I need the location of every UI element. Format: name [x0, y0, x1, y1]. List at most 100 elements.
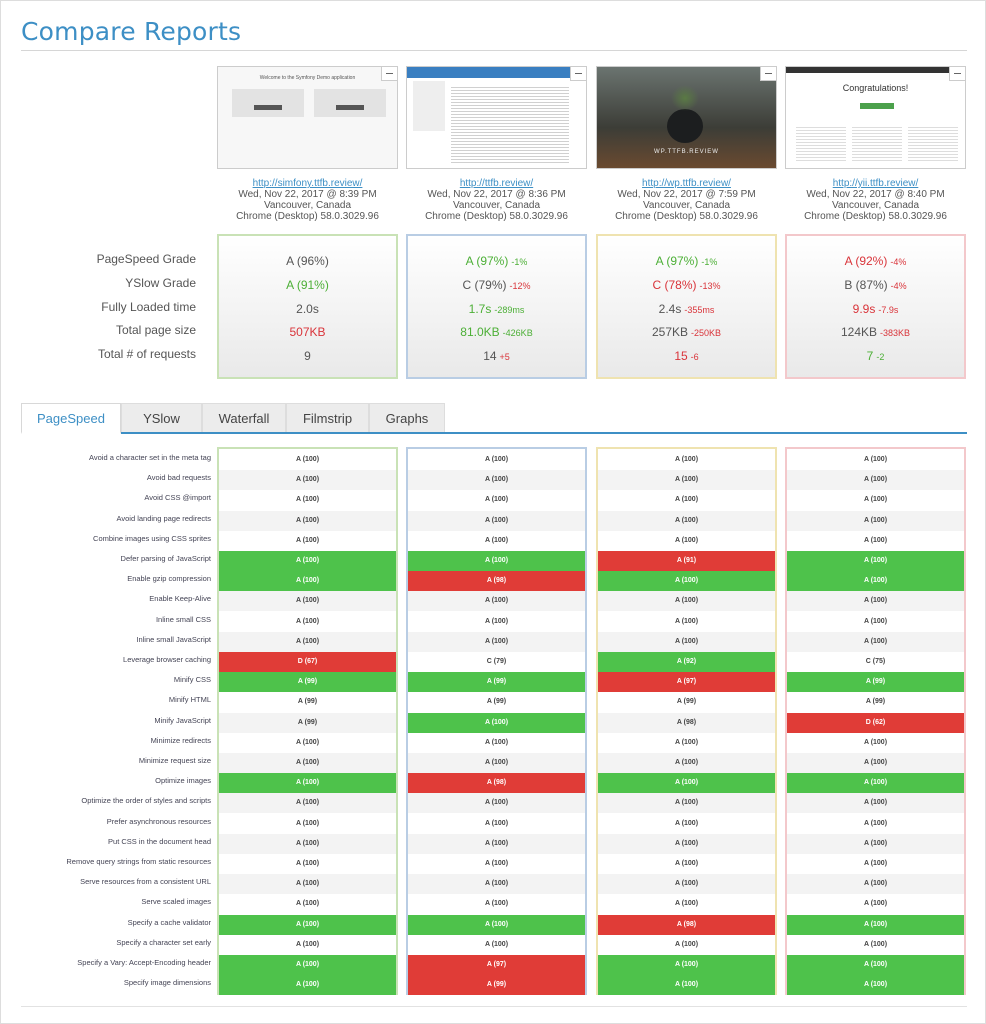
summary-value: 2.4s -355ms [598, 302, 775, 316]
metric-value: A (91%) [286, 278, 329, 292]
metric-value: A (97%) [465, 254, 509, 268]
metric-delta: -2 [876, 352, 885, 362]
report-thumbnail-4[interactable]: Congratulations! [785, 66, 966, 169]
tab-waterfall[interactable]: Waterfall [202, 403, 286, 432]
report-url-link[interactable]: http://yii.ttfb.review/ [832, 178, 919, 189]
rule-grade-cell: A (100) [295, 860, 320, 867]
rule-grade-cell: D (62) [787, 712, 964, 733]
metric-value: 1.7s [468, 302, 492, 316]
rule-label: Minify HTML [168, 695, 211, 705]
rule-label: Remove query strings from static resourc… [66, 857, 211, 866]
report-thumbnail-3[interactable]: WP.TTFB.REVIEW [596, 66, 777, 169]
metric-value: 507KB [289, 325, 326, 339]
rule-grade-cell: A (100) [295, 496, 320, 504]
title-divider [21, 50, 967, 51]
report-thumbnail-1[interactable]: Welcome to the Symfony Demo application [217, 66, 398, 169]
report-url-link[interactable]: http://wp.ttfb.review/ [642, 178, 731, 189]
rule-grade-cell: A (100) [863, 617, 888, 625]
rule-grade-cell: A (100) [408, 631, 585, 652]
rule-grade-cell: C (75) [865, 658, 886, 665]
tab-pagespeed[interactable]: PageSpeed [21, 403, 121, 434]
summary-value: A (97%) -1% [408, 254, 585, 268]
metric-value: A (97%) [655, 254, 699, 268]
rule-label: Optimize images [155, 776, 211, 786]
summary-box-1: A (96%) A (91%) 2.0s 507KB 9 [217, 234, 398, 379]
rule-grade-cell: A (99) [787, 672, 964, 693]
rule-grade-cell: A (98) [408, 571, 585, 592]
rule-grade-cell: A (100) [219, 510, 396, 531]
rule-label: Avoid a character set in the meta tag [88, 453, 211, 462]
rule-grade-cell: A (100) [219, 914, 396, 935]
rule-grade-cell: A (99) [408, 975, 585, 996]
tab-graphs[interactable]: Graphs [369, 403, 445, 432]
report-tabs: YSlow Waterfall Filmstrip Graphs PageSpe… [21, 403, 967, 434]
summary-value: B (87%) -4% [787, 278, 964, 292]
report-location: Vancouver, Canada [263, 200, 352, 211]
tab-yslow[interactable]: YSlow [121, 403, 202, 432]
rule-label: Specify a character set early [116, 937, 211, 947]
metric-value: C (79%) [462, 278, 507, 292]
rule-grade-cell: A (98) [408, 773, 585, 794]
rule-grade-cell: A (100) [787, 591, 964, 612]
rule-label: Enable Keep-Alive [149, 594, 211, 604]
rule-grade-cell: A (100) [219, 551, 396, 571]
metric-value: 9.9s [852, 302, 876, 316]
rule-grade-cell: A (100) [295, 900, 320, 908]
rule-grade-cell: A (100) [295, 617, 320, 625]
page-title: Compare Reports [21, 17, 242, 46]
rule-grade-cell: A (100) [219, 591, 396, 612]
rule-grade-cell: A (100) [219, 975, 396, 996]
rule-grade-cell: A (100) [787, 571, 964, 592]
rule-grade-cell: A (100) [598, 510, 775, 531]
rule-label: Enable gzip compression [127, 574, 211, 584]
rule-grade-cell: A (100) [408, 510, 585, 531]
rule-column-3: A (100) A (100) A (100) A (100) A (100) A (91… [596, 447, 777, 996]
rule-column-2: A (100) A (100) A (100) A (100) A (100) A (10… [406, 447, 587, 996]
summary-value: 15 -6 [598, 349, 775, 363]
rule-column-4: A (100) A (100) A (100) A (100) A (100) A (10… [785, 447, 966, 996]
report-thumbnail-2[interactable] [406, 66, 587, 169]
thumbnail-heading: WP.TTFB.REVIEW [654, 149, 719, 155]
metric-delta: -426KB [502, 328, 533, 338]
rule-grade-cell: A (100) [295, 819, 320, 827]
metric-delta: -383KB [880, 328, 911, 338]
summary-value: 81.0KB -426KB [408, 325, 585, 339]
rule-label: Put CSS in the document head [108, 836, 211, 846]
report-location: Vancouver, Canada [642, 200, 731, 211]
rule-grade-cell: A (100) [787, 753, 964, 773]
tab-filmstrip[interactable]: Filmstrip [286, 403, 369, 432]
metric-delta: -1% [701, 257, 718, 267]
report-date: Wed, Nov 22, 2017 @ 7:59 PM [617, 189, 756, 200]
report-url-link[interactable]: http://simfony.ttfb.review/ [252, 178, 363, 189]
rule-grade-cell: A (100) [863, 819, 888, 827]
rule-label: Serve resources from a consistent URL [80, 877, 211, 887]
summary-value: 257KB -250KB [598, 325, 775, 339]
report-date: Wed, Nov 22, 2017 @ 8:36 PM [427, 189, 566, 200]
collapse-icon[interactable] [949, 67, 965, 81]
metric-delta: -4% [890, 281, 907, 291]
summary-box-3: A (97%) -1% C (78%) -13% 2.4s -355ms 257KB -250… [596, 234, 777, 379]
rule-grade-cell: A (100) [674, 496, 699, 504]
rule-grade-cell: A (100) [598, 773, 775, 794]
rule-label: Minify CSS [173, 675, 211, 685]
report-url-link[interactable]: http://ttfb.review/ [459, 178, 534, 189]
report-meta-2: http://ttfb.review/ Wed, Nov 22, 2017 @ … [406, 178, 587, 222]
rule-grade-cell: A (100) [674, 900, 699, 908]
collapse-icon[interactable] [570, 67, 586, 81]
metric-delta: -1% [511, 257, 528, 267]
rule-label: Minify JavaScript [154, 715, 211, 725]
collapse-icon[interactable] [381, 67, 397, 81]
summary-value: 9 [219, 349, 396, 363]
rule-grade-cell: A (100) [674, 456, 699, 463]
rule-grade-cell: A (100) [408, 914, 585, 935]
rule-grade-cell: A (99) [219, 672, 396, 693]
summary-label-loaded-time: Fully Loaded time [101, 300, 196, 314]
rule-grade-cell: A (99) [408, 672, 585, 693]
collapse-icon[interactable] [760, 67, 776, 81]
metric-value: 7 [866, 349, 874, 363]
rule-grade-cell: A (100) [484, 860, 509, 867]
rule-grade-cell: A (100) [484, 496, 509, 504]
thumbnail-heading: Welcome to the Symfony Demo application [259, 75, 356, 81]
rule-grade-cell: A (100) [219, 470, 396, 491]
